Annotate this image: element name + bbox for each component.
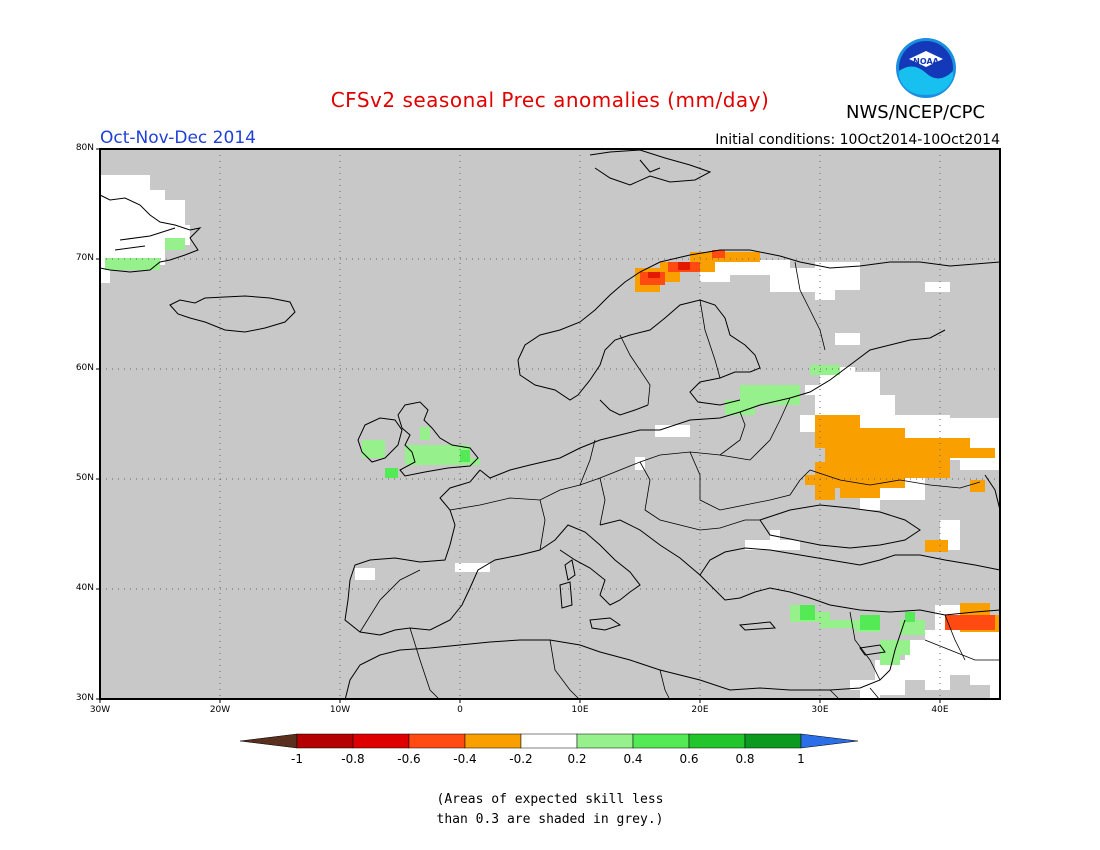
lat-tick-label: 50N [75, 473, 94, 483]
agency-label: NWS/NCEP/CPC [846, 102, 986, 123]
lon-tick-label: 20W [209, 705, 231, 715]
colorbar-label: -1 [291, 752, 303, 766]
initial-conditions-label: Initial conditions: 10Oct2014-10Oct2014 [715, 132, 1000, 148]
lat-tick-label: 60N [75, 363, 94, 373]
colorbar-label: -0.4 [453, 752, 477, 766]
lat-tick-label: 70N [75, 253, 94, 263]
lon-tick-label: 40E [931, 705, 949, 715]
wet-anomaly-areas-medium [385, 450, 915, 630]
colorbar-label: 0.8 [735, 752, 755, 766]
colorbar [239, 733, 859, 749]
season-label: Oct-Nov-Dec 2014 [100, 128, 256, 148]
map-title: CFSv2 seasonal Prec anomalies (mm/day) [330, 88, 770, 112]
colorbar-segment [688, 733, 746, 749]
colorbar-label: -0.6 [397, 752, 421, 766]
colorbar-label: 0.2 [567, 752, 587, 766]
skill-note-line-1: (Areas of expected skill less [436, 792, 664, 807]
dry-anomaly-areas-strongest [648, 262, 690, 278]
wet-anomaly-areas-light [105, 238, 925, 665]
lon-tick-label: 20E [691, 705, 709, 715]
colorbar-segment [744, 733, 802, 749]
colorbar-label: 1 [797, 752, 805, 766]
colorbar-segment [576, 733, 634, 749]
lat-tick-label: 40N [75, 583, 94, 593]
lon-tick-label: 10W [329, 705, 351, 715]
colorbar-segment [239, 733, 298, 749]
map-gridlines [100, 149, 1000, 699]
colorbar-segment [632, 733, 690, 749]
colorbar-segment [296, 733, 354, 749]
noaa-logo: NOAA [896, 38, 956, 98]
country-borders [359, 261, 1000, 701]
lon-tick-label: 10E [571, 705, 589, 715]
lon-tick-label: 30W [89, 705, 111, 715]
colorbar-segment [352, 733, 410, 749]
colorbar-label: -0.8 [341, 752, 365, 766]
colorbar-label: 0.4 [623, 752, 643, 766]
colorbar-segment [800, 733, 859, 749]
skill-note: (Areas of expected skill less than 0.3 a… [0, 790, 1100, 830]
skill-note-line-2: than 0.3 are shaded in grey.) [436, 812, 664, 827]
lon-tick-label: 0 [457, 705, 463, 715]
lon-tick-label: 30E [811, 705, 829, 715]
noaa-logo-text: NOAA [913, 57, 939, 66]
axis-ticks [96, 148, 941, 703]
map-frame [99, 148, 1001, 700]
colorbar-label: 0.6 [679, 752, 699, 766]
lat-tick-label: 80N [75, 143, 94, 153]
coastlines [99, 149, 1001, 701]
colorbar-segment [408, 733, 466, 749]
colorbar-label: -0.2 [509, 752, 533, 766]
colorbar-segment [464, 733, 522, 749]
lat-tick-label: 30N [75, 693, 94, 703]
colorbar-segment [520, 733, 578, 749]
